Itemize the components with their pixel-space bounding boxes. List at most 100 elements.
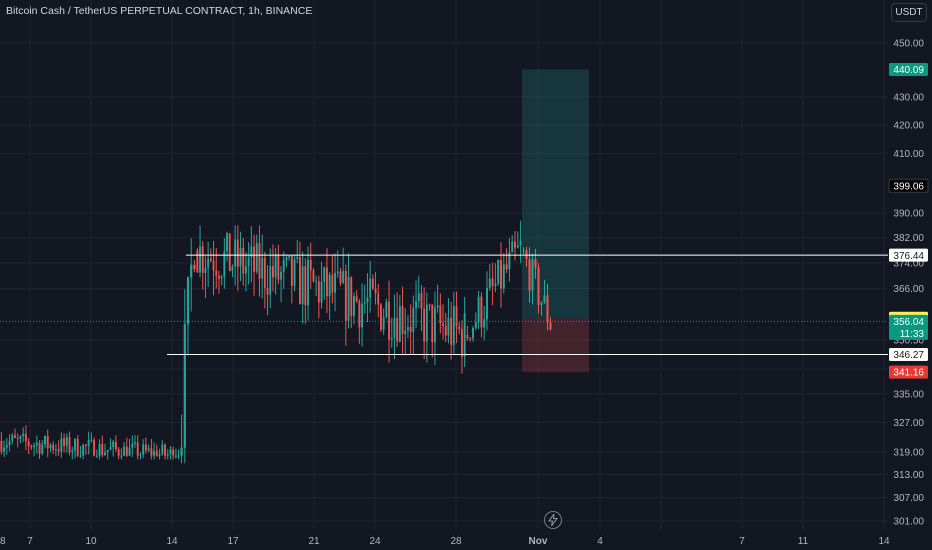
candle-body — [304, 266, 307, 306]
candle-body — [253, 246, 255, 272]
lightning-icon[interactable] — [544, 511, 562, 529]
price-label-box — [889, 326, 928, 340]
y-tick-label: 430.00 — [893, 93, 924, 104]
candle-body — [519, 240, 522, 246]
grid-lines — [0, 0, 888, 530]
candle-body — [169, 449, 172, 455]
candle-body — [280, 271, 282, 280]
candle-body — [428, 304, 431, 306]
candle-body — [353, 296, 355, 316]
candle-body — [525, 250, 528, 259]
candle-body — [144, 444, 147, 451]
price-label-level: 376.44 — [893, 251, 924, 262]
candle-body — [549, 322, 552, 330]
candle-body — [218, 275, 220, 279]
price-label-box — [889, 248, 928, 262]
candle-body — [393, 317, 396, 338]
candle-body — [511, 241, 514, 253]
candle-body — [98, 443, 101, 456]
candle-body — [334, 273, 336, 293]
candle-body — [239, 247, 242, 267]
candle-body — [228, 233, 231, 272]
candle-body — [458, 326, 461, 330]
candle-body — [431, 304, 434, 343]
candle-body — [71, 450, 74, 452]
candle-body — [439, 305, 442, 324]
candle-body — [139, 454, 142, 456]
candle-body — [245, 266, 247, 274]
candle-body — [109, 447, 112, 451]
candle-body — [199, 246, 201, 273]
candle-body — [543, 295, 546, 303]
price-label-box — [889, 365, 928, 379]
candle-body — [41, 444, 44, 454]
price-axis[interactable]: 450.00 430.00 420.00 410.00 390.00 382.00 374.… — [893, 39, 924, 528]
candle-body — [261, 257, 264, 279]
candle-body — [93, 439, 96, 456]
candle-body — [296, 257, 299, 259]
candle-body — [30, 446, 33, 448]
candle-body — [186, 277, 190, 325]
candle-body — [153, 450, 156, 456]
candle-body — [120, 455, 123, 457]
candle-body — [282, 259, 285, 272]
candle-body — [361, 303, 363, 328]
stop-zone — [522, 318, 589, 373]
candle-body — [79, 455, 82, 457]
time-axis[interactable]: 7 10 14 17 21 24 28 Nov 4 7 11 14 18 — [0, 536, 890, 547]
candle-body — [142, 444, 145, 455]
y-tick-label: 335.00 — [893, 389, 924, 400]
candle-body — [231, 266, 234, 272]
price-label-crosshair: 399.06 — [893, 181, 924, 192]
candle-body — [382, 317, 385, 330]
candle-body — [161, 444, 164, 455]
candle-body — [474, 322, 477, 328]
candle-body — [288, 256, 291, 258]
candle-body — [508, 252, 511, 270]
candle-body — [420, 293, 423, 309]
candle-body — [242, 247, 245, 274]
candle-body — [269, 265, 272, 295]
candle-body — [155, 450, 158, 456]
candle-body — [95, 455, 98, 457]
candle-body — [447, 317, 450, 336]
y-tick-label: 313.00 — [893, 470, 924, 481]
candle-body — [336, 271, 339, 274]
y-tick-label: 390.00 — [893, 209, 924, 220]
candle-body — [434, 307, 436, 343]
x-tick-label: 24 — [369, 536, 381, 547]
candle-body — [488, 278, 491, 289]
candle-body — [480, 296, 483, 328]
price-labels: 440.09399.06376.44356.98356.0411:33346.2… — [888, 62, 929, 379]
candle-body — [183, 324, 186, 448]
candle-body — [234, 239, 237, 267]
candle-body — [463, 313, 466, 357]
candle-body — [190, 264, 193, 278]
candle-body — [147, 448, 150, 451]
currency-button[interactable]: USDT — [891, 3, 927, 22]
candle-body — [326, 267, 328, 297]
candle-body — [60, 438, 63, 452]
candle-body — [522, 250, 525, 252]
candle-body — [14, 435, 16, 438]
candle-body — [423, 308, 426, 342]
y-tick-label: 319.00 — [893, 447, 924, 458]
x-tick-label: 7 — [739, 536, 745, 547]
x-tick-label: 14 — [878, 536, 890, 547]
x-tick-label: 17 — [227, 536, 239, 547]
candle-body — [366, 297, 369, 303]
candle-body — [355, 296, 358, 302]
candle-body — [22, 433, 25, 437]
candle-body — [500, 260, 502, 289]
candle-body — [212, 260, 215, 271]
candle-body — [196, 250, 199, 273]
candle-body — [247, 257, 250, 267]
candle-body — [101, 443, 104, 455]
candle-body — [486, 288, 488, 320]
candle-body — [323, 267, 326, 283]
candle-body — [220, 276, 223, 279]
candle-body — [49, 444, 52, 449]
candle-body — [201, 246, 204, 273]
candle-body — [0, 440, 3, 452]
